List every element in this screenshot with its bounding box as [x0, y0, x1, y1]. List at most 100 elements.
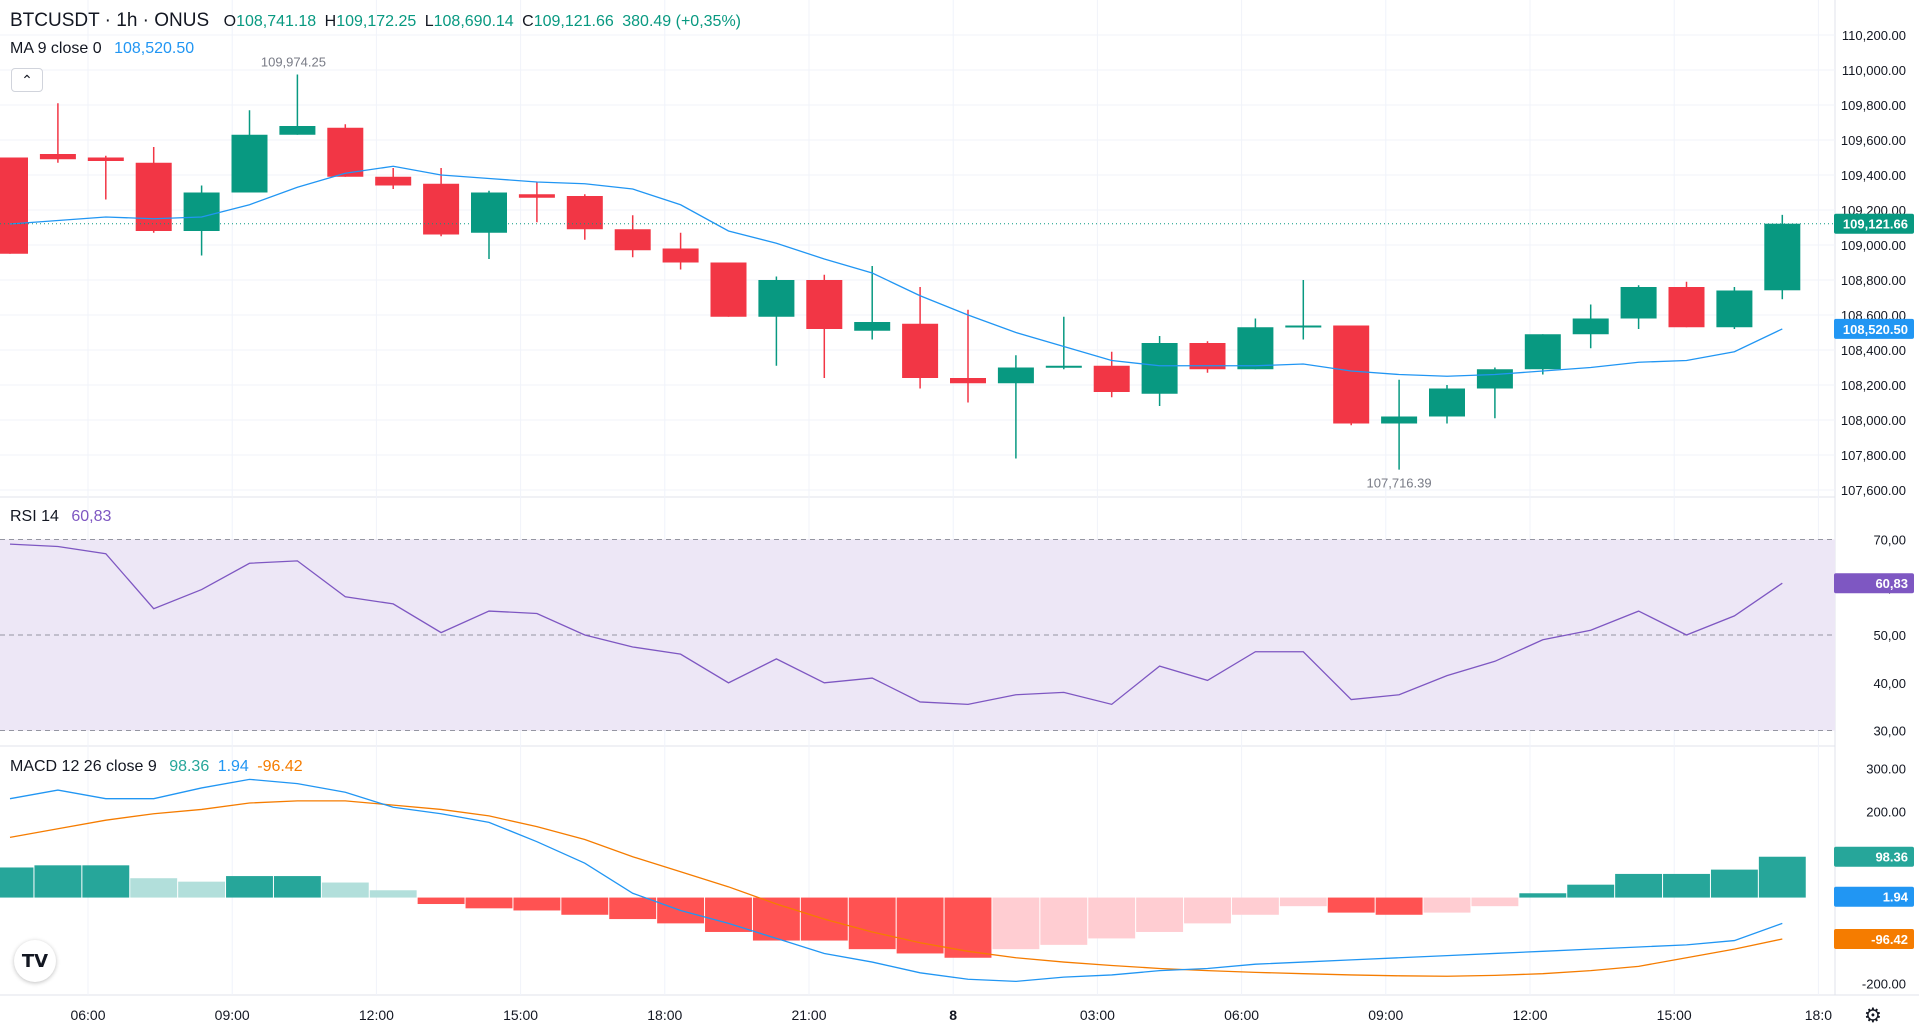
candle-body [1716, 290, 1753, 328]
macd-histogram-bar [1663, 873, 1710, 898]
macd-histogram-bar [1519, 893, 1567, 898]
time-tick-label: 15:00 [1657, 1007, 1692, 1023]
time-tick-label: 21:00 [791, 1007, 826, 1023]
candle-body [1333, 325, 1370, 424]
candle-body [1381, 416, 1418, 424]
time-tick-label: 03:00 [1080, 1007, 1115, 1023]
macd-histogram-bar [1375, 897, 1423, 915]
rsi-tick-label: 70,00 [1873, 532, 1906, 547]
low-value: 108,690.14 [433, 13, 514, 30]
price-tick-label: 108,400.00 [1841, 343, 1906, 358]
macd-hist-tag-bg [1834, 846, 1914, 867]
macd-histogram-bar [273, 876, 321, 898]
macd-histogram-bar [896, 897, 944, 954]
candle-body [279, 126, 316, 135]
macd-histogram-bar [1423, 897, 1471, 913]
macd-histogram-bar [1136, 897, 1184, 932]
candle-body [902, 323, 939, 378]
macd-histogram-bar [705, 897, 752, 932]
macd-histogram-bar [369, 890, 417, 898]
candle-body [997, 367, 1034, 384]
macd-histogram-bar [1567, 884, 1615, 898]
price-tick-label: 107,600.00 [1841, 483, 1906, 498]
macd-legend-hist: -96.42 [257, 758, 303, 775]
macd-histogram-bar [1471, 897, 1519, 907]
macd-line [9, 778, 1783, 983]
rsi-value-tag-bg [1834, 573, 1914, 594]
macd-histogram-bar [609, 897, 657, 920]
low-annotation: 107,716.39 [1367, 476, 1432, 491]
macd-histogram-bar [130, 878, 178, 898]
macd-histogram-bar [1758, 856, 1806, 898]
time-tick-label: 09:00 [1368, 1007, 1403, 1023]
high-label: H [324, 13, 337, 30]
candle-body [1045, 365, 1082, 368]
candle-body [1093, 365, 1130, 392]
rsi-tick-label: 50,00 [1873, 628, 1906, 643]
symbol-label[interactable]: BTCUSDT · 1h · ONUS [10, 10, 210, 31]
macd-signal-value-tag-bg [1834, 929, 1914, 950]
candle-body [854, 322, 891, 331]
gear-icon[interactable]: ⚙ [1864, 1003, 1882, 1027]
collapse-legend-button[interactable]: ⌃ [11, 68, 43, 92]
price-tick-label: 110,000.00 [1842, 63, 1906, 78]
macd-tick-label: 300.00 [1866, 762, 1906, 777]
candle-body [1285, 325, 1322, 328]
open-label: O [223, 13, 237, 30]
time-tick-label: 06:00 [1224, 1007, 1259, 1023]
tradingview-logo[interactable]: TV [14, 940, 56, 982]
ma-price-tag: 108,520.50 [1843, 322, 1908, 337]
candle-body [566, 196, 603, 230]
ma-price-tag-bg [1834, 318, 1914, 339]
candle-body [710, 262, 747, 317]
last-price-tag-bg [1834, 213, 1914, 234]
candle-body [758, 280, 795, 317]
candle-body [1572, 318, 1609, 335]
price-tick-label: 107,800.00 [1841, 448, 1906, 463]
macd-histogram-bar [992, 897, 1040, 950]
main-legend: BTCUSDT · 1h · ONUS O108,741.18 H109,172… [10, 10, 745, 32]
candle-body [1429, 388, 1465, 417]
time-tick-label: 09:00 [215, 1007, 250, 1023]
open-value: 108,741.18 [236, 13, 317, 30]
candle-body [87, 157, 124, 161]
macd-histogram-bar [465, 897, 513, 909]
candle-body [1476, 369, 1513, 389]
price-tick-label: 108,000.00 [1841, 413, 1906, 428]
rsi-legend[interactable]: RSI 14 60,83 [10, 508, 115, 526]
candle-body [183, 192, 220, 231]
macd-histogram-bar [1327, 897, 1375, 913]
change-value: 380.49 (+0,35%) [622, 13, 741, 30]
candle-body [1141, 343, 1178, 394]
rsi-tick-label: 30,00 [1873, 724, 1906, 739]
close-label: C [522, 13, 534, 30]
chevron-up-icon: ⌃ [21, 71, 33, 88]
candle-body [518, 194, 555, 198]
candle-body [375, 176, 412, 186]
candle-body [471, 192, 507, 233]
candle-body [1764, 223, 1801, 291]
macd-tick-label: -200.00 [1862, 977, 1906, 992]
time-tick-label: 12:00 [1512, 1007, 1547, 1023]
macd-histogram-bar [561, 897, 609, 915]
high-value: 109,172.25 [336, 13, 417, 30]
close-value: 109,121.66 [533, 13, 614, 30]
macd-histogram-bar [226, 876, 273, 898]
macd-histogram-bar [1040, 897, 1088, 945]
macd-hist-tag: 98.36 [1875, 850, 1908, 865]
price-tick-label: 109,000.00 [1841, 238, 1906, 253]
candle-body [950, 378, 986, 384]
last-price-tag: 109,121.66 [1843, 217, 1908, 232]
macd-histogram-bar [178, 881, 226, 898]
price-tick-label: 109,600.00 [1841, 133, 1906, 148]
candle-body [806, 280, 843, 329]
rsi-value-tag: 60,83 [1875, 576, 1908, 591]
macd-legend[interactable]: MACD 12 26 close 9 98.36 1.94 -96.42 [10, 758, 307, 776]
ma-legend-value: 108,520.50 [114, 40, 195, 57]
macd-histogram-bar [513, 897, 561, 911]
macd-signal-value-tag: -96.42 [1871, 932, 1908, 947]
macd-histogram-bar [1184, 897, 1231, 924]
ma-legend[interactable]: MA 9 close 0 108,520.50 [10, 40, 198, 58]
macd-histogram-bar [944, 897, 992, 958]
